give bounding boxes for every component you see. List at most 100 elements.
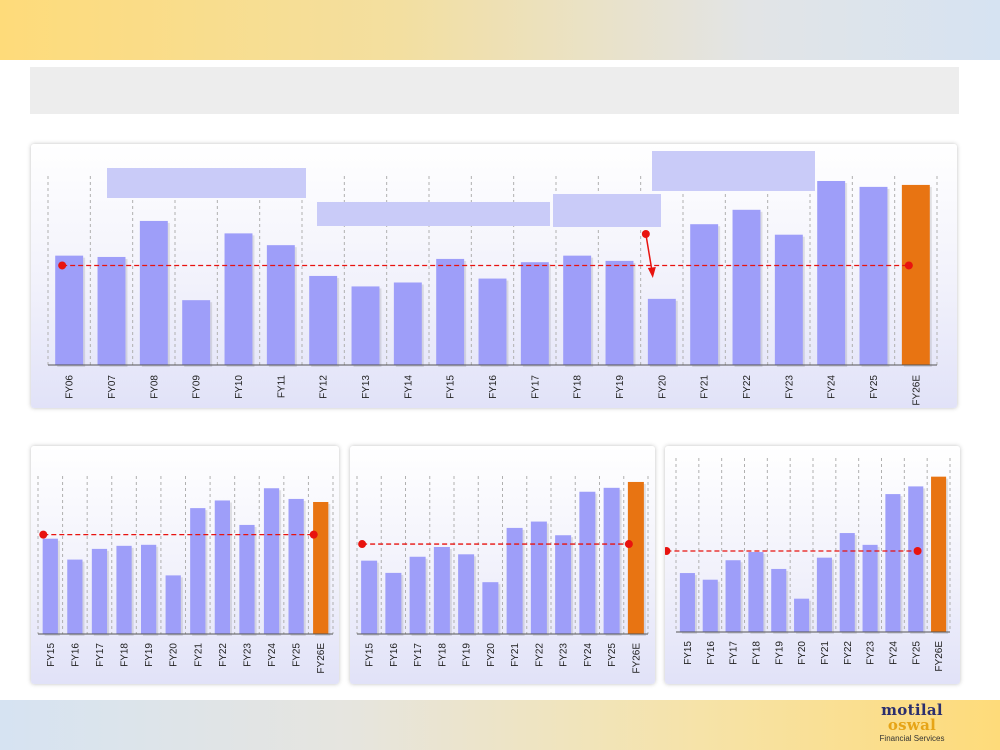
annotation-box [652, 151, 815, 191]
x-tick-label: FY24 [583, 643, 594, 667]
x-tick-label: FY16 [488, 375, 499, 399]
bar [817, 180, 846, 365]
bar [748, 552, 764, 632]
x-tick-label: FY09 [192, 375, 203, 399]
bar-highlight [313, 501, 329, 634]
bar [478, 278, 507, 365]
top-banner [0, 0, 1000, 60]
x-tick-label: FY21 [510, 643, 521, 667]
x-tick-label: FY21 [700, 375, 711, 399]
x-tick-label: FY23 [242, 643, 253, 667]
average-dot-end [913, 546, 922, 555]
bar [351, 286, 380, 365]
x-tick-label: FY17 [95, 643, 106, 667]
bar-highlight [627, 481, 644, 634]
bar [702, 579, 718, 632]
bar [816, 557, 832, 632]
bar [774, 234, 803, 365]
bar [563, 255, 592, 365]
bar [385, 572, 402, 634]
bar [263, 488, 280, 634]
bar [482, 582, 499, 634]
x-tick-label: FY26E [631, 643, 642, 674]
bar [288, 498, 304, 634]
bar [67, 559, 83, 634]
bar [224, 233, 253, 365]
chart-middle: FY15 FY16 FY17 FY18 FY19 FY20 FY21 FY22 FY23 FY24… [356, 476, 649, 674]
annotation-arrow-line [645, 233, 653, 271]
x-tick-label: FY15 [446, 375, 457, 399]
x-tick-label: FY23 [866, 641, 877, 665]
bar [603, 487, 620, 634]
x-tick-label: FY24 [827, 375, 838, 399]
bar [885, 494, 901, 632]
x-tick-label: FY11 [276, 375, 287, 399]
x-tick-label: FY26E [934, 641, 945, 672]
average-dot-start [39, 530, 48, 539]
average-dot-start [358, 540, 367, 549]
x-tick-label: FY26E [316, 643, 327, 674]
x-tick-label: FY15 [46, 643, 57, 667]
x-tick-label: FY10 [234, 375, 245, 399]
x-tick-label: FY25 [911, 641, 922, 665]
average-dot-end [904, 261, 913, 270]
chart-panel-right: FY15 FY16 FY17 FY18 FY19 FY20 FY21 FY22 FY23 FY24… [665, 446, 960, 684]
x-tick-label: FY26E [911, 375, 922, 406]
bar [361, 560, 378, 634]
bar [433, 546, 450, 634]
bar [182, 300, 211, 365]
x-tick-label: FY17 [729, 641, 740, 665]
bar [458, 554, 475, 634]
bar [141, 544, 157, 634]
x-tick-label: FY20 [797, 641, 808, 665]
annotation-box [317, 202, 550, 226]
bar [165, 575, 181, 634]
x-tick-label: FY20 [169, 643, 180, 667]
x-tick-label: FY18 [751, 641, 762, 665]
x-tick-label: FY24 [888, 641, 899, 665]
chart-left: FY15 FY16 FY17 FY18 FY19 FY20 FY21 FY22 FY23 FY24… [37, 476, 334, 674]
chart-panel-left: FY15 FY16 FY17 FY18 FY19 FY20 FY21 FY22 FY23 FY24… [31, 446, 339, 684]
x-tick-label: FY06 [65, 375, 76, 399]
x-tick-label: FY23 [559, 643, 570, 667]
bar [579, 491, 596, 634]
bar [97, 256, 126, 365]
bar [530, 521, 547, 634]
bar [908, 486, 924, 632]
x-tick-label: FY21 [820, 641, 831, 665]
annotation-arrowhead [647, 267, 656, 278]
x-tick-label: FY18 [573, 375, 584, 399]
bar [690, 224, 719, 365]
x-tick-label: FY25 [869, 375, 880, 399]
bar [679, 573, 695, 632]
bar [520, 262, 549, 365]
annotation-box [107, 168, 306, 198]
bar [42, 538, 58, 634]
company-logo: motilal oswal Financial Services [862, 703, 962, 749]
chart-panel-main: FY06 FY07 FY08 FY09 FY10 FY11 FY12 FY13 FY14 FY15… [31, 144, 957, 408]
chart-main: FY06 FY07 FY08 FY09 FY10 FY11 FY12 FY13 FY14 FY15… [47, 151, 938, 406]
bar [55, 255, 84, 365]
bar [214, 500, 230, 634]
bar [771, 568, 787, 632]
annotation-box [553, 194, 661, 227]
x-tick-label: FY22 [218, 643, 229, 667]
x-tick-label: FY08 [149, 375, 160, 399]
x-tick-label: FY23 [784, 375, 795, 399]
x-tick-label: FY15 [683, 641, 694, 665]
bar-highlight [931, 476, 947, 632]
x-tick-label: FY07 [107, 375, 118, 399]
x-tick-label: FY20 [657, 375, 668, 399]
x-tick-label: FY20 [486, 643, 497, 667]
logo-subtitle: Financial Services [879, 734, 945, 743]
bar [436, 258, 465, 365]
bar [239, 524, 255, 634]
bar-highlight [901, 184, 930, 365]
bar [139, 220, 168, 365]
x-tick-label: FY22 [742, 375, 753, 399]
x-tick-label: FY16 [389, 643, 400, 667]
x-tick-label: FY16 [706, 641, 717, 665]
x-tick-label: FY19 [462, 643, 473, 667]
bar [794, 598, 810, 632]
bar [862, 544, 878, 632]
